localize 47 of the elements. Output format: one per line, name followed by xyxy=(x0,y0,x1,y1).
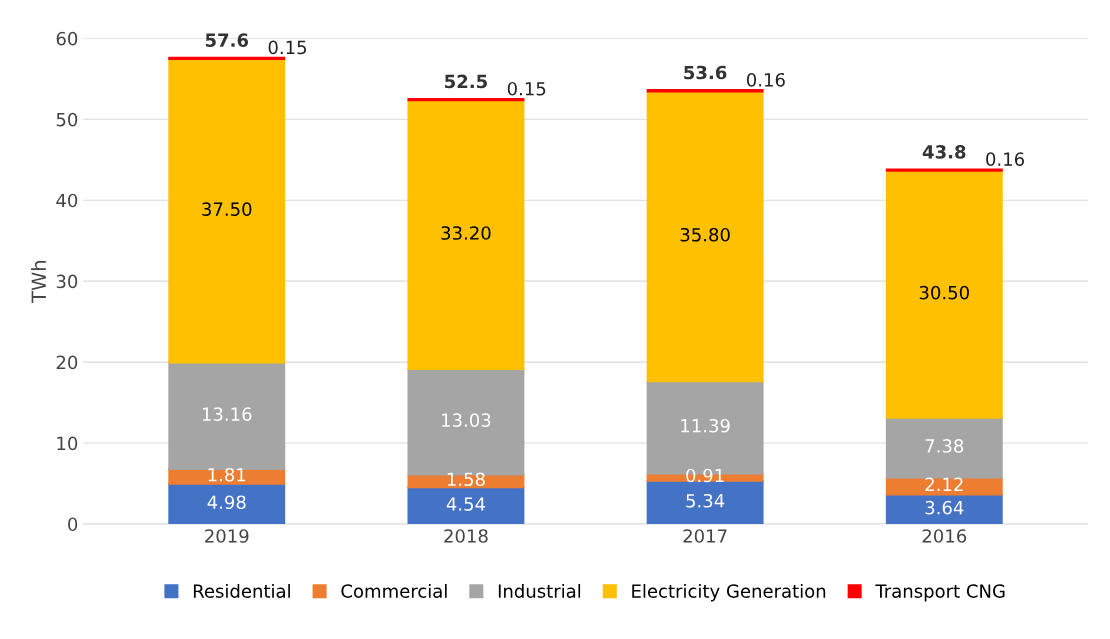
total-label: 53.6 xyxy=(684,65,727,80)
x-tick-label: 2019 xyxy=(205,529,249,543)
y-tick-label: 0 xyxy=(68,517,78,532)
total-label: 57.6 xyxy=(205,33,249,47)
data-label: 13.03 xyxy=(442,413,491,427)
x-tick-label: 2016 xyxy=(922,529,967,543)
data-label: 3.64 xyxy=(925,500,964,515)
data-label: 1.81 xyxy=(208,467,246,482)
y-axis-title: TWh xyxy=(31,261,46,303)
total-label: 43.8 xyxy=(922,145,966,159)
y-tick-label: 20 xyxy=(56,355,78,370)
bar xyxy=(646,90,764,383)
y-tick-label: 30 xyxy=(56,274,78,289)
data-label: 11.39 xyxy=(681,418,730,433)
legend-label: Industrial xyxy=(498,583,581,598)
y-tick-label: 50 xyxy=(56,112,78,127)
total-label: 52.5 xyxy=(445,74,487,89)
y-tick-label: 60 xyxy=(56,31,78,46)
bar xyxy=(168,482,286,524)
legend-label: Transport CNG xyxy=(875,584,1005,602)
legend-label: Electricity Generation xyxy=(632,583,826,602)
x-tick-label: 2018 xyxy=(444,529,488,543)
data-label: 2.12 xyxy=(925,477,963,491)
bar xyxy=(168,57,286,364)
data-label: 4.54 xyxy=(446,497,486,511)
x-tick-label: 2017 xyxy=(683,529,727,543)
bar xyxy=(407,99,525,371)
legend-label: Residential xyxy=(193,583,290,598)
data-label: 30.50 xyxy=(919,285,969,300)
data-label: 7.38 xyxy=(925,439,964,453)
data-label: 0.15 xyxy=(507,81,546,96)
y-tick-label: 40 xyxy=(56,193,78,208)
y-tick-label: 10 xyxy=(57,436,78,451)
data-label: 4.98 xyxy=(207,495,246,510)
data-label: 1.58 xyxy=(447,472,485,487)
data-label: 0.16 xyxy=(746,72,785,87)
data-label: 0.15 xyxy=(268,40,307,55)
data-label: 0.16 xyxy=(986,152,1025,166)
bar xyxy=(885,416,1003,479)
data-label: 5.34 xyxy=(686,493,725,508)
bar xyxy=(407,486,525,524)
legend-label: Commercial xyxy=(341,583,447,598)
data-label: 37.50 xyxy=(202,202,252,216)
bar xyxy=(885,169,1003,419)
data-label: 35.80 xyxy=(680,227,730,242)
data-label: 33.20 xyxy=(441,226,491,240)
data-label: 13.16 xyxy=(202,407,252,421)
